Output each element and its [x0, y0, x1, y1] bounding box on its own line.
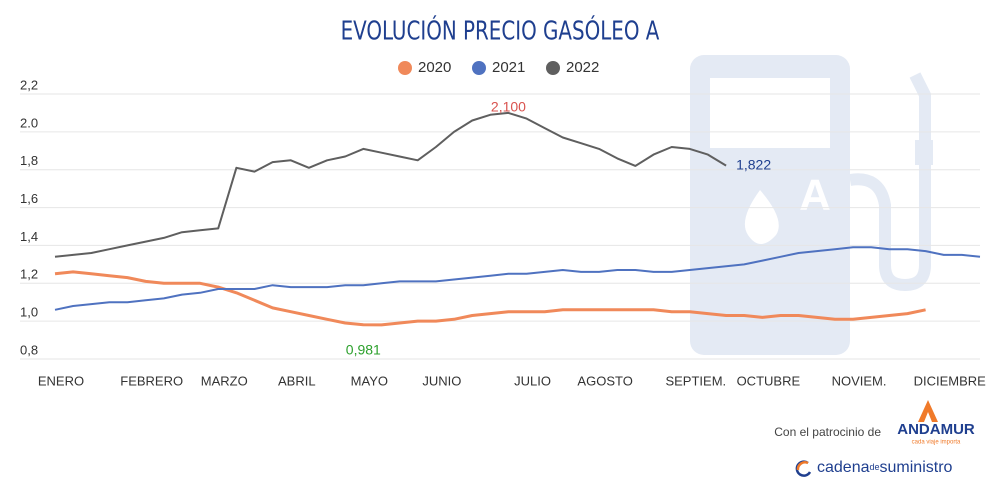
series-line	[54, 270, 926, 327]
legend-label: 2021	[492, 59, 525, 76]
x-tick-label: DICIEMBRE	[914, 373, 987, 388]
logo-part: cadena	[817, 459, 870, 476]
legend-marker	[546, 61, 560, 75]
x-tick-label: ABRIL	[278, 373, 316, 388]
legend-marker	[472, 61, 486, 75]
y-tick-label: 1,0	[20, 305, 38, 320]
x-tick-label: FEBRERO	[120, 373, 183, 388]
sponsor-text: Con el patrocinio de	[774, 425, 881, 439]
pump-watermark: A	[690, 55, 933, 355]
x-tick-label: JUNIO	[422, 373, 461, 388]
value-label: 2,100	[491, 99, 526, 115]
logo-icon-accent	[796, 461, 809, 471]
logo-text: cadenadesuministro	[817, 459, 953, 476]
x-tick-label: OCTUBRE	[737, 373, 801, 388]
x-tick-label: JULIO	[514, 373, 551, 388]
legend: 2020 2021 2022	[398, 59, 599, 76]
value-label: 0,981	[346, 341, 381, 357]
x-tick-label: MARZO	[201, 373, 248, 388]
value-label: 1,822	[736, 156, 771, 172]
legend-marker	[398, 61, 412, 75]
y-tick-label: 0,8	[20, 342, 38, 357]
series-line	[54, 111, 727, 258]
legend-label: 2022	[566, 59, 599, 76]
y-tick-label: 2.0	[20, 115, 38, 130]
logo-part: de	[870, 462, 880, 472]
brand-tagline: cada viaje importa	[912, 440, 961, 446]
y-tick-label: 1,2	[20, 267, 38, 282]
series-line	[54, 246, 981, 311]
chart-title: EVOLUCIÓN PRECIO GASÓLEO A	[341, 14, 660, 46]
logo-part: suministro	[880, 459, 953, 476]
y-tick-label: 2,2	[20, 77, 38, 92]
y-tick-label: 1,4	[20, 229, 38, 244]
brand-name: ANDAMUR	[897, 421, 975, 438]
brand-icon	[918, 400, 938, 422]
x-tick-label: ENERO	[38, 373, 84, 388]
legend-label: 2020	[418, 59, 451, 76]
x-tick-label: SEPTIEM.	[665, 373, 726, 388]
x-tick-label: AGOSTO	[577, 373, 632, 388]
svg-text:A: A	[799, 171, 831, 220]
y-tick-label: 1,8	[20, 153, 38, 168]
x-tick-label: NOVIEM.	[832, 373, 887, 388]
y-tick-label: 1,6	[20, 191, 38, 206]
x-tick-label: MAYO	[351, 373, 388, 388]
